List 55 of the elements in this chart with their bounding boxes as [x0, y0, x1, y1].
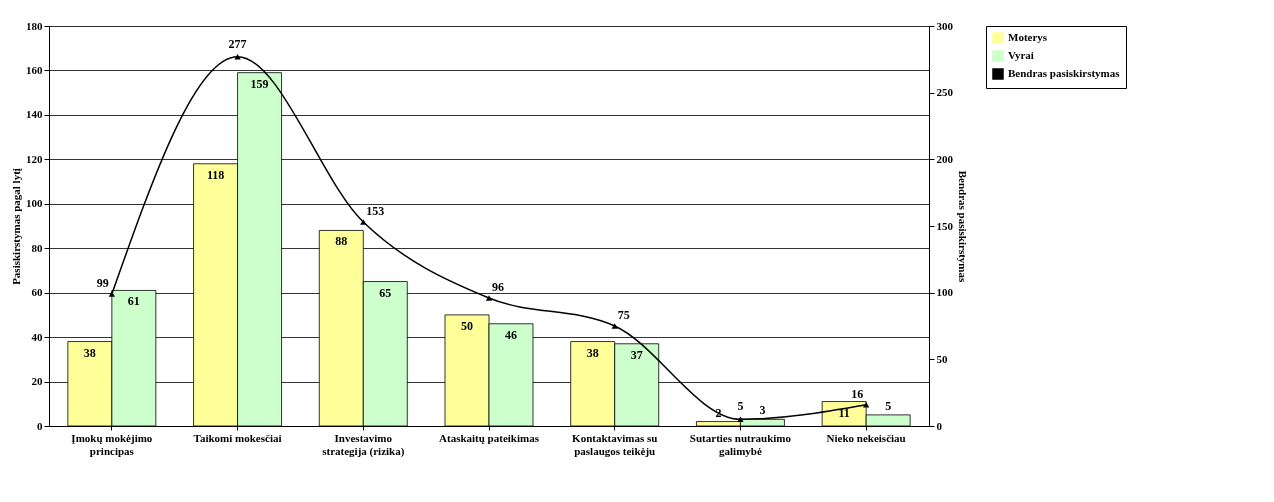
- data-label: 38: [586, 345, 599, 360]
- x-tick-label: Ataskaitų pateikimas: [439, 431, 540, 444]
- legend-label: Vyrai: [1008, 49, 1034, 61]
- data-label: 5: [737, 399, 744, 414]
- data-label: 99: [96, 276, 109, 290]
- y-tick-label: 120: [26, 152, 43, 165]
- y-axis-title: Pasiskirstymas pagal lytį: [10, 168, 22, 285]
- data-label: 88: [335, 234, 348, 249]
- legend-label: Moterys: [1008, 31, 1048, 43]
- data-label: 50: [461, 318, 473, 333]
- data-label: 3: [759, 403, 766, 418]
- y-tick-label: 140: [26, 108, 43, 121]
- data-label: 277: [228, 36, 247, 51]
- x-tick-label: Taikomi mokesčiai: [193, 431, 282, 444]
- y-tick-label: 20: [31, 375, 43, 388]
- data-label: 153: [366, 204, 385, 218]
- x-tick-label: Įmokų mokėjimo principas: [71, 431, 153, 457]
- y2-tick-label: 300: [936, 19, 954, 32]
- x-tick-label: Kontaktavimas su paslaugos teikėju: [572, 431, 658, 457]
- y-tick-label: 80: [31, 241, 43, 254]
- legend-label: Bendras pasiskirstymas: [1008, 67, 1121, 79]
- y-tick-label: 160: [26, 63, 43, 76]
- y-tick-label: 100: [26, 197, 43, 210]
- data-label: 61: [127, 294, 140, 309]
- y-tick-label: 40: [31, 330, 43, 343]
- data-label: 11: [838, 405, 850, 420]
- point: [485, 295, 493, 301]
- data-label: 16: [851, 386, 864, 401]
- data-label: 118: [206, 167, 225, 182]
- x-tick-label: Nieko nekeisčiau: [826, 431, 906, 444]
- point: [737, 416, 744, 423]
- data-label: 46: [505, 327, 517, 342]
- x-tick-label: Sutarties nutraukimo galimybė: [689, 431, 792, 457]
- data-label: 96: [492, 280, 504, 294]
- data-label: 38: [83, 345, 96, 360]
- data-label: 37: [630, 347, 643, 362]
- y-tick-label: 0: [37, 419, 43, 432]
- data-label: 65: [379, 285, 392, 300]
- y-tick-label: 180: [26, 19, 43, 32]
- y2-tick-label: 50: [936, 352, 948, 365]
- point: [360, 219, 367, 225]
- y-tick-label: 60: [31, 286, 43, 299]
- data-label: 5: [885, 398, 892, 413]
- y2-tick-label: 0: [936, 419, 943, 432]
- y2-tick-label: 150: [936, 219, 954, 232]
- y2-axis-title: Bendras pasiskirstymas: [957, 170, 969, 283]
- point: [108, 291, 116, 297]
- data-label: 2: [715, 405, 722, 420]
- y2-tick-label: 100: [936, 286, 954, 299]
- y2-tick-label: 250: [936, 86, 954, 99]
- data-label: 159: [250, 76, 269, 91]
- x-tick-label: Investavimo strategija (rizika): [322, 431, 405, 458]
- data-label: 75: [617, 308, 630, 322]
- y2-tick-label: 200: [936, 152, 954, 165]
- point: [611, 323, 618, 329]
